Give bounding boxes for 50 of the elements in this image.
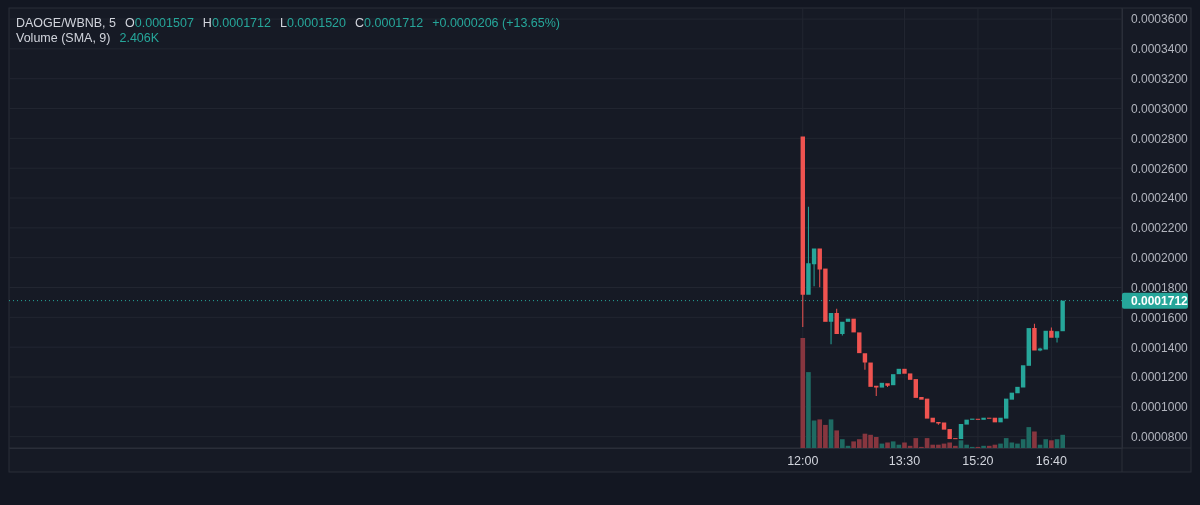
bar: [834, 430, 839, 448]
candlestick: [1054, 331, 1060, 343]
candlestick: [1009, 392, 1015, 400]
candlestick: [851, 318, 856, 333]
y-tick-label: 0.0001600: [1131, 310, 1189, 325]
y-tick-label: 0.0001200: [1131, 370, 1189, 385]
bar: [800, 338, 806, 448]
y-tick-label: 0.0003000: [1131, 101, 1189, 116]
annotation: O0.0001507: [125, 16, 194, 30]
annotation: H0.0001712: [202, 16, 272, 30]
bar: [981, 445, 986, 448]
candlestick: [981, 417, 986, 420]
x-tick-label: 15:20: [962, 453, 994, 468]
bar: [1032, 431, 1037, 448]
chart-title: Volume (SMA, 9): [16, 31, 111, 45]
y-tick-label: 0.0002000: [1131, 251, 1189, 266]
annotation: L0.0001520: [279, 16, 347, 30]
annotation: C0.0001712: [355, 16, 424, 30]
x-tick-label: 13:30: [888, 453, 921, 468]
candlestick: [1032, 323, 1037, 351]
candlestick: [862, 353, 868, 370]
y-tick-label: 0.0001000: [1131, 400, 1189, 415]
annotation: 2.406K: [119, 31, 160, 45]
bar: [1049, 440, 1054, 448]
candlestick: [840, 321, 845, 336]
y-tick-label: 0.0002600: [1131, 161, 1189, 176]
candlestick: [1049, 327, 1054, 338]
annotation: +0.0000206 (+13.65%): [432, 16, 561, 30]
candlestick: [879, 382, 885, 388]
y-tick-label: 0.0003200: [1131, 72, 1189, 87]
candlestick: [890, 374, 896, 386]
candlestick: [857, 332, 862, 354]
candlestick: [885, 383, 890, 387]
bar: [885, 442, 890, 448]
y-tick-label: 0.0001800: [1131, 280, 1189, 295]
y-tick-label: 0.0002400: [1131, 191, 1189, 206]
x-tick-label: 16:40: [1035, 453, 1068, 468]
ref-line-label: 0.0001712: [1131, 293, 1189, 308]
candlestick: [1043, 330, 1048, 350]
text: DAOGE/WBNB, 5: [16, 16, 117, 30]
candlestick: [834, 308, 839, 335]
y-tick-label: 0.0002200: [1131, 221, 1189, 236]
y-tick-label: 0.0003600: [1131, 12, 1189, 27]
y-tick-label: 0.0002800: [1131, 131, 1189, 146]
y-tick-label: 0.0001400: [1131, 340, 1189, 355]
candlestick: [828, 313, 834, 345]
x-tick-label: 12:00: [787, 453, 819, 468]
candlestick: [1026, 328, 1031, 366]
y-tick-label: 0.0000800: [1131, 430, 1189, 444]
y-tick-label: 0.0003400: [1131, 42, 1189, 57]
